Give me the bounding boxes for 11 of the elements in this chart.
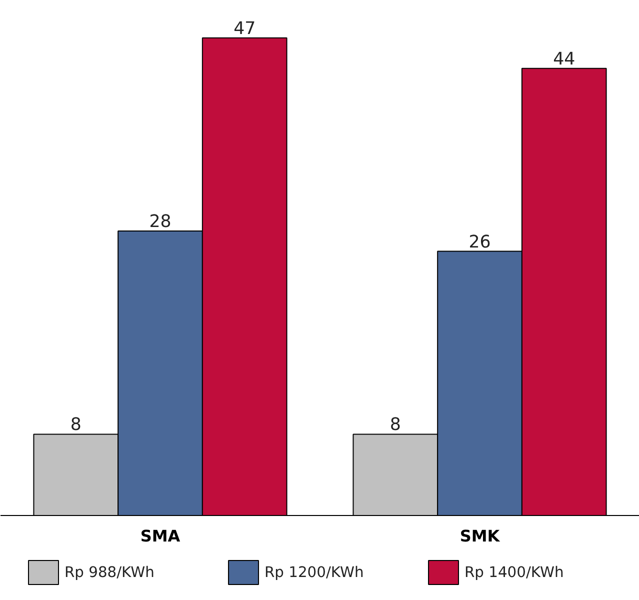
x-tick-label: SMA (140, 526, 181, 546)
data-label: 8 (390, 415, 401, 436)
legend-label: Rp 1400/KWh (464, 564, 564, 581)
legend-label: Rp 1200/KWh (264, 564, 364, 581)
data-label: 26 (468, 232, 491, 252)
data-label: 8 (70, 415, 82, 436)
data-label: 44 (553, 49, 576, 70)
data-label: 47 (234, 18, 256, 39)
legend-label: Rp 988/KWh (64, 564, 154, 581)
data-label: 28 (149, 212, 172, 232)
x-tick-label: SMK (460, 526, 500, 546)
